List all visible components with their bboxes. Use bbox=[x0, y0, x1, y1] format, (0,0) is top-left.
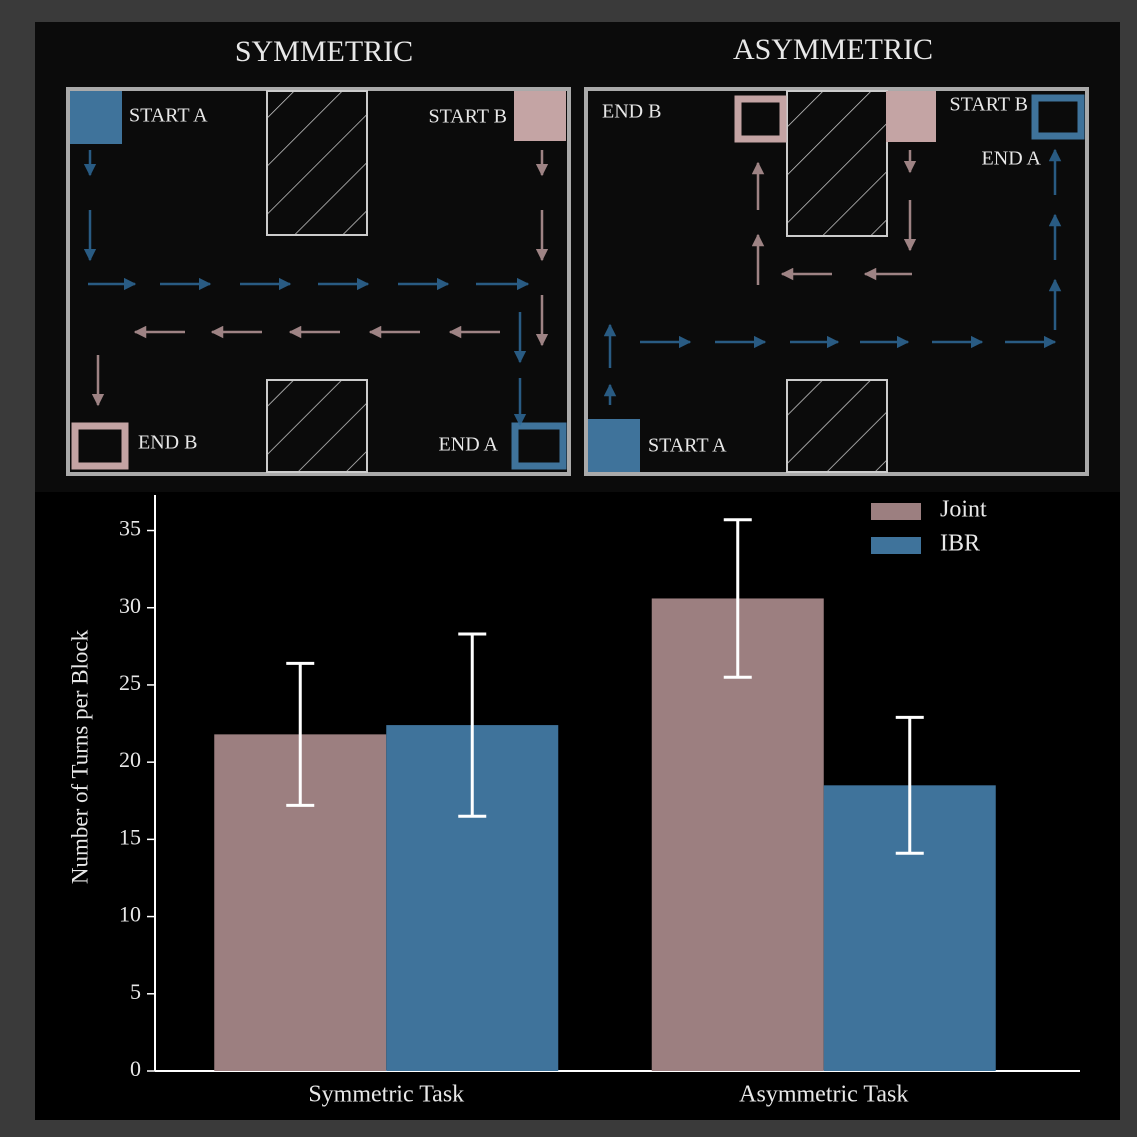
obstacle bbox=[266, 379, 368, 473]
start-b-square bbox=[514, 91, 566, 141]
diagram-panel bbox=[35, 22, 1120, 492]
obstacle bbox=[786, 379, 888, 473]
legend-swatch bbox=[871, 503, 921, 520]
end-b-square bbox=[734, 95, 787, 143]
y-tick-label: 20 bbox=[119, 747, 141, 772]
start-a-label: START A bbox=[129, 105, 208, 127]
y-tick-label: 25 bbox=[119, 670, 141, 695]
obstacle bbox=[786, 90, 888, 237]
y-tick-label: 35 bbox=[119, 516, 141, 541]
legend-label: IBR bbox=[940, 531, 980, 557]
start-a-square bbox=[70, 91, 122, 144]
legend-swatch bbox=[871, 537, 921, 554]
y-tick-label: 15 bbox=[119, 824, 141, 849]
y-tick-label: 0 bbox=[130, 1056, 141, 1081]
end-a-square bbox=[1031, 94, 1085, 140]
start-b-label: START B bbox=[949, 94, 1028, 116]
end-b-square bbox=[71, 422, 129, 470]
y-axis-label: Number of Turns per Block bbox=[67, 629, 92, 884]
path-arrows bbox=[83, 148, 1062, 427]
diagram-title: SYMMETRIC bbox=[235, 35, 413, 68]
end-a-label: END A bbox=[982, 148, 1042, 170]
x-tick-label: Asymmetric Task bbox=[739, 1082, 908, 1108]
arena bbox=[584, 87, 1089, 476]
x-tick-label: Symmetric Task bbox=[308, 1082, 464, 1108]
y-tick-label: 5 bbox=[130, 979, 141, 1004]
obstacle bbox=[266, 90, 368, 236]
start-b-label: START B bbox=[428, 106, 507, 128]
y-tick-label: 30 bbox=[119, 593, 141, 618]
end-b-label: END B bbox=[138, 432, 197, 454]
end-a-label: END A bbox=[439, 434, 499, 456]
legend-label: Joint bbox=[940, 497, 987, 523]
start-b-square bbox=[886, 91, 936, 142]
y-tick-label: 10 bbox=[119, 902, 141, 927]
end-b-label: END B bbox=[602, 101, 661, 123]
arena bbox=[66, 87, 571, 476]
end-a-square bbox=[511, 422, 567, 470]
diagram-title: ASYMMETRIC bbox=[733, 33, 933, 66]
start-a-label: START A bbox=[648, 435, 727, 457]
start-a-square bbox=[588, 419, 640, 472]
